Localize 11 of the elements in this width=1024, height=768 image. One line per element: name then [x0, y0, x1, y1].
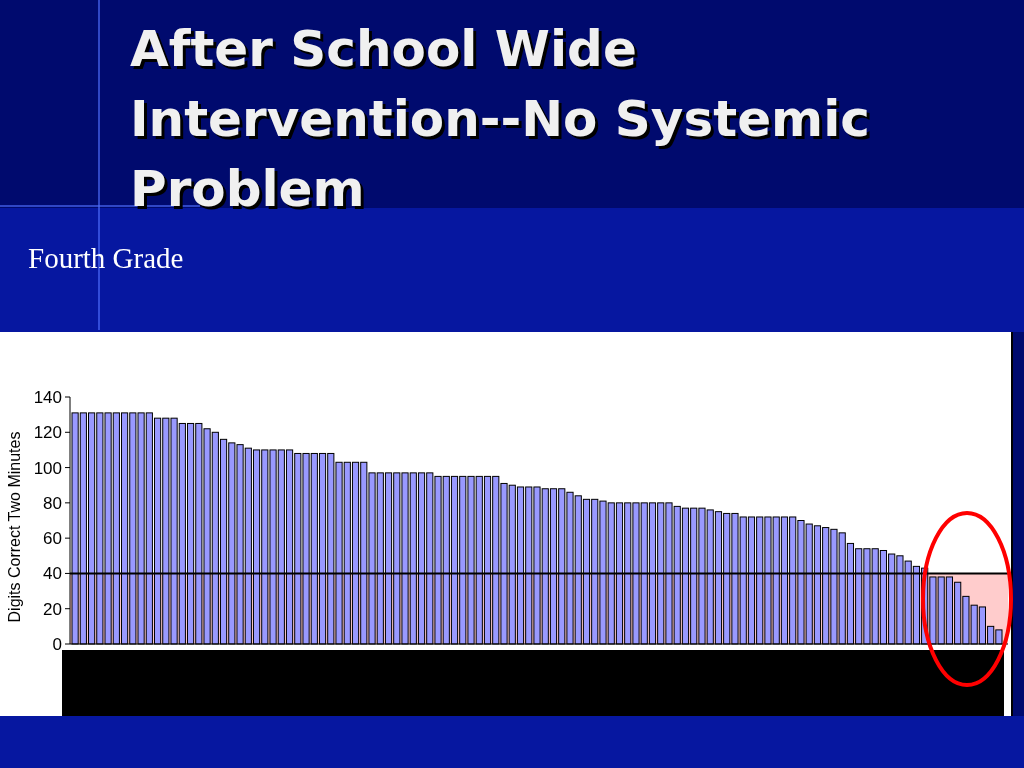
y-tick-label: 100	[33, 458, 62, 478]
y-axis-title: Digits Correct Two Minutes	[6, 431, 23, 623]
y-tick-label: 20	[43, 599, 62, 619]
chart-title: After School Wide Intervention--No Systemic Problem	[130, 20, 870, 218]
y-tick-label: 0	[52, 634, 62, 654]
chart-subtitle: Fourth Grade	[28, 242, 184, 274]
y-tick-label: 140	[33, 387, 62, 407]
y-tick-label: 120	[33, 423, 62, 443]
y-tick-label: 80	[43, 493, 62, 513]
y-tick-label: 40	[43, 564, 62, 584]
y-tick-label: 60	[43, 529, 62, 549]
